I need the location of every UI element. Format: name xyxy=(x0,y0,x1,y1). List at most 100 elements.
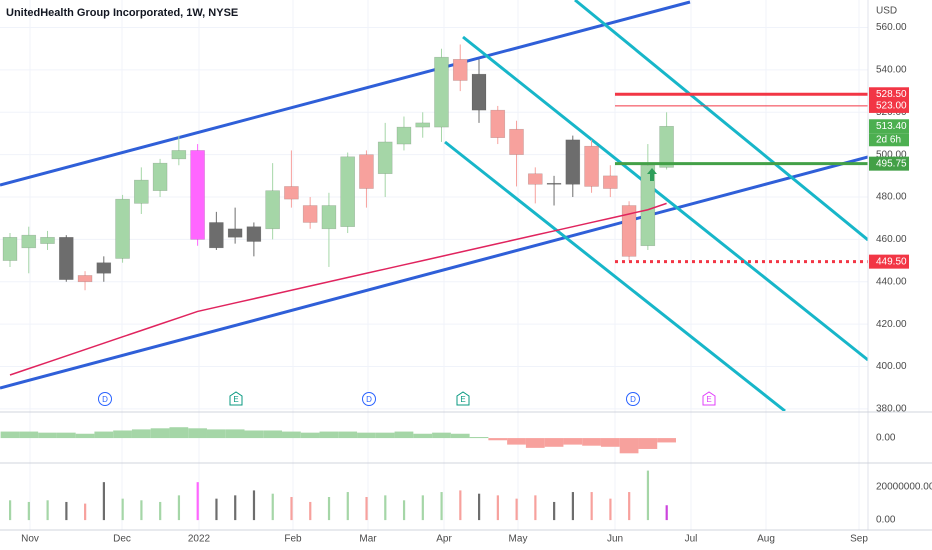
histogram-bar xyxy=(507,438,526,445)
histogram-bar xyxy=(188,428,207,439)
trend-line xyxy=(0,155,868,390)
histogram-bar xyxy=(619,438,639,454)
level-tag xyxy=(869,156,909,171)
candle-body xyxy=(603,175,618,189)
volume-bar xyxy=(571,492,574,521)
x-tick-label: 2022 xyxy=(188,534,211,545)
volume-bar xyxy=(27,501,30,521)
x-tick-label: Jun xyxy=(607,534,623,545)
volume-bar xyxy=(65,501,68,521)
x-tick-label: Feb xyxy=(284,534,302,545)
y-tick-label: 0.00 xyxy=(876,515,896,526)
level-label: 523.00 xyxy=(876,101,907,112)
volume-bar xyxy=(327,497,331,521)
event-label: D xyxy=(102,395,108,404)
volume-bar xyxy=(252,490,256,521)
candle-body xyxy=(209,222,224,249)
countdown-tag xyxy=(869,133,909,147)
histogram-bar xyxy=(0,431,20,439)
candle-body xyxy=(21,234,37,249)
histogram-bar xyxy=(357,432,376,439)
y-tick-label: 400.00 xyxy=(876,361,907,372)
candle-body xyxy=(452,59,468,81)
level-tag xyxy=(869,98,909,113)
histogram-bar xyxy=(225,429,245,439)
histogram-bar xyxy=(432,432,451,439)
x-tick-label: Mar xyxy=(359,534,377,545)
candle-body xyxy=(377,141,393,175)
countdown: 2d 6h xyxy=(876,134,901,145)
volume-bar xyxy=(196,482,199,521)
histogram-bar xyxy=(150,428,170,439)
candle-body xyxy=(96,262,112,274)
histogram-bar xyxy=(525,438,545,448)
volume-bar xyxy=(365,497,368,521)
histogram-bar xyxy=(582,438,601,446)
histogram-bar xyxy=(19,431,39,439)
candle-body xyxy=(134,179,149,204)
level-tag xyxy=(869,254,909,269)
y-tick-label: 480.00 xyxy=(876,192,907,203)
histogram-bar xyxy=(300,432,320,439)
volume-bar xyxy=(609,498,612,521)
histogram-bar xyxy=(450,433,470,439)
candle-body xyxy=(246,226,262,242)
volume-bar xyxy=(628,492,631,521)
chart-title: UnitedHealth Group Incorporated, 1W, NYS… xyxy=(6,7,238,19)
volume-bar xyxy=(271,493,274,521)
y-tick-label: 0.00 xyxy=(876,433,896,444)
histogram-bar xyxy=(544,438,564,447)
candle-body xyxy=(434,56,449,128)
trend-line xyxy=(462,35,868,362)
volume-bar xyxy=(84,503,87,521)
histogram-bar xyxy=(75,433,95,439)
candle-body xyxy=(565,139,581,185)
x-tick-label: Apr xyxy=(436,534,452,545)
candle-body xyxy=(471,73,487,111)
level-tag xyxy=(869,119,909,134)
event-marker xyxy=(702,391,716,406)
candle-body xyxy=(640,164,656,247)
event-marker xyxy=(229,391,243,406)
level-label: 528.50 xyxy=(876,89,907,100)
candle-body xyxy=(509,128,524,155)
candle-body xyxy=(171,150,187,160)
histogram-bar xyxy=(38,432,57,439)
volume-bar xyxy=(177,495,181,521)
x-tick-label: May xyxy=(509,534,528,545)
y-tick-label: 500.00 xyxy=(876,149,907,160)
volume-bar xyxy=(515,498,518,521)
histogram-bar xyxy=(375,432,395,439)
x-tick-label: Jul xyxy=(685,534,698,545)
histogram-bar xyxy=(394,431,414,439)
candle-body xyxy=(284,186,299,200)
candle-body xyxy=(265,190,280,230)
candle-body xyxy=(527,173,543,185)
volume-bar xyxy=(234,495,237,521)
candle-body xyxy=(546,182,562,185)
histogram-bar xyxy=(263,430,283,439)
y-tick-label: 560.00 xyxy=(876,22,907,33)
volume-bar xyxy=(534,495,537,521)
volume-bar xyxy=(121,498,124,521)
event-label: D xyxy=(630,395,636,404)
histogram-bar xyxy=(563,438,583,445)
event-marker xyxy=(456,391,470,406)
volume-bar xyxy=(553,501,556,521)
event-label: D xyxy=(366,395,372,404)
histogram-bar xyxy=(488,438,508,441)
x-tick-label: Nov xyxy=(21,534,39,545)
volume-bar xyxy=(478,493,481,521)
level-label: 449.50 xyxy=(876,256,907,267)
x-tick-label: Dec xyxy=(113,534,131,545)
y-tick-label: 460.00 xyxy=(876,234,907,245)
volume-bar xyxy=(159,501,162,521)
candle-body xyxy=(396,126,412,145)
candle-body xyxy=(115,198,130,259)
volume-bar xyxy=(590,492,593,521)
volume-bar xyxy=(646,470,650,521)
event-marker xyxy=(362,392,376,406)
level-tag xyxy=(869,87,909,102)
histogram-bar xyxy=(169,427,189,439)
candle-body xyxy=(340,156,355,227)
